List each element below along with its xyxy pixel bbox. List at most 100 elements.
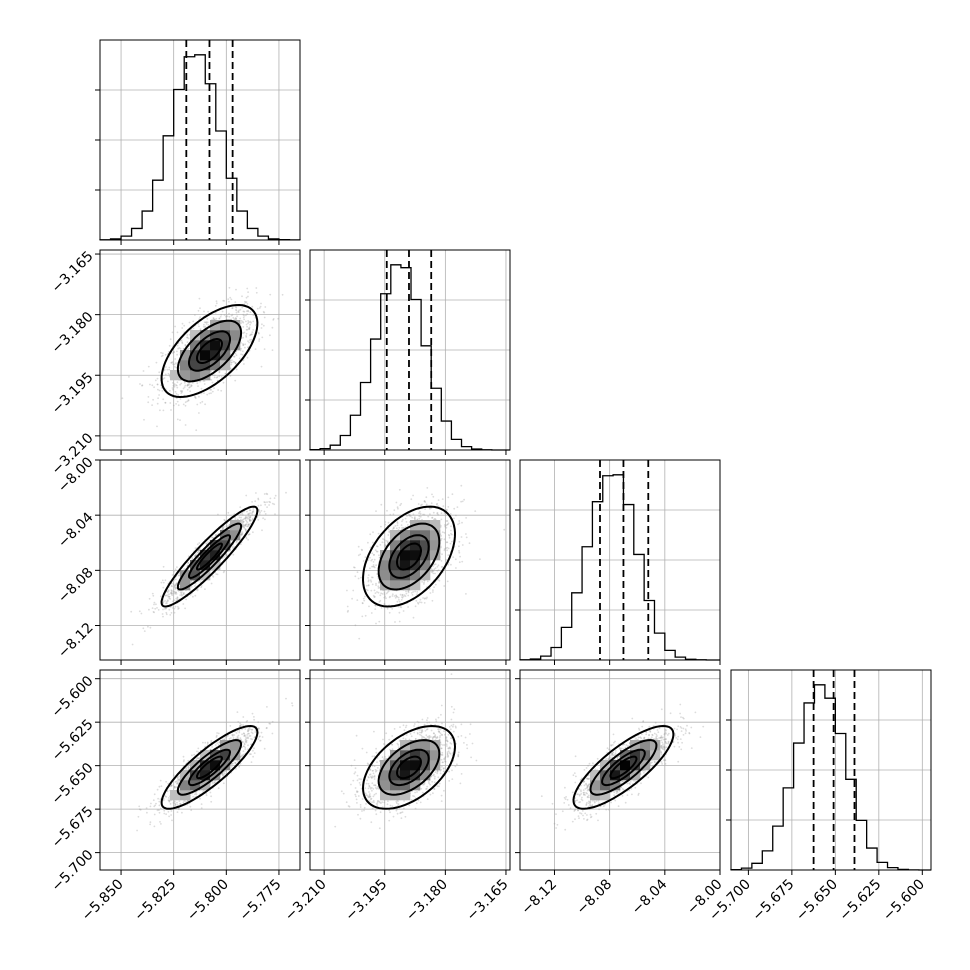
scatter-point xyxy=(269,334,271,337)
scatter-point xyxy=(391,595,394,597)
scatter-point xyxy=(168,597,171,600)
scatter-point xyxy=(352,589,355,592)
scatter-point xyxy=(182,348,185,350)
scatter-point xyxy=(257,727,260,730)
scatter-point xyxy=(171,589,173,592)
contour-line xyxy=(377,522,441,591)
scatter-point xyxy=(186,384,189,387)
scatter-point xyxy=(167,799,170,802)
scatter-point xyxy=(437,569,440,572)
scatter-point xyxy=(166,591,169,594)
scatter-point xyxy=(407,591,410,594)
scatter-point xyxy=(174,578,177,581)
scatter-point xyxy=(241,519,244,521)
scatter-point xyxy=(238,357,241,360)
scatter-point xyxy=(255,492,257,494)
scatter-point xyxy=(373,566,376,569)
scatter-point xyxy=(175,583,177,586)
scatter-point xyxy=(176,776,179,779)
scatter-point xyxy=(260,302,262,305)
scatter-point xyxy=(392,527,395,530)
scatter-point xyxy=(277,317,280,320)
scatter-point xyxy=(212,317,215,319)
scatter-point xyxy=(249,320,252,323)
scatter-point xyxy=(214,534,217,537)
scatter-point xyxy=(445,508,448,511)
scatter-point xyxy=(182,755,185,758)
scatter-point xyxy=(175,593,178,595)
scatter-point xyxy=(161,352,164,355)
scatter-point xyxy=(184,384,187,387)
scatter-point xyxy=(389,513,392,516)
scatter-point xyxy=(251,728,253,731)
scatter-point xyxy=(248,518,251,521)
scatter-point xyxy=(247,524,249,526)
scatter-point xyxy=(175,786,178,788)
scatter-point xyxy=(141,384,144,387)
scatter-point xyxy=(436,569,439,572)
scatter-point xyxy=(255,291,258,294)
scatter-point xyxy=(446,549,448,552)
scatter-point xyxy=(414,605,417,608)
scatter-point xyxy=(419,598,422,601)
scatter-point xyxy=(196,382,199,385)
scatter-point xyxy=(246,521,249,524)
scatter-point xyxy=(381,541,384,544)
scatter-point xyxy=(244,301,247,304)
scatter-point xyxy=(371,552,374,555)
scatter-point xyxy=(242,344,245,346)
scatter-point xyxy=(447,547,450,550)
scatter-point xyxy=(222,299,225,302)
scatter-point xyxy=(248,512,251,515)
scatter-point xyxy=(375,550,378,553)
scatter-point xyxy=(167,595,170,598)
scatter-point xyxy=(244,517,247,520)
scatter-point xyxy=(396,506,399,509)
scatter-point xyxy=(364,614,367,617)
scatter-point xyxy=(168,799,171,802)
scatter-point xyxy=(246,313,249,316)
scatter-point xyxy=(183,324,186,327)
scatter-point xyxy=(370,589,373,592)
scatter-point xyxy=(142,370,145,372)
scatter-point xyxy=(448,536,451,539)
scatter-point xyxy=(399,504,402,507)
scatter-point xyxy=(247,295,249,298)
scatter-point xyxy=(180,339,183,341)
scatter-point xyxy=(445,509,448,512)
scatter-point xyxy=(433,568,436,571)
scatter-point xyxy=(440,560,443,562)
scatter-point xyxy=(440,535,443,537)
scatter-point xyxy=(241,306,244,309)
panel-frame xyxy=(99,459,301,661)
scatter-point xyxy=(237,311,240,313)
scatter-point xyxy=(172,583,175,586)
scatter-point xyxy=(463,498,465,501)
scatter-point xyxy=(353,566,356,569)
scatter-point xyxy=(175,366,178,369)
scatter-point xyxy=(461,560,464,563)
scatter-point xyxy=(386,541,389,544)
scatter-point xyxy=(245,721,248,723)
scatter-point xyxy=(208,392,211,395)
scatter-point xyxy=(436,502,439,505)
scatter-point xyxy=(234,518,237,521)
scatter-point xyxy=(396,521,399,523)
scatter-point xyxy=(187,399,190,401)
scatter-point xyxy=(398,600,401,603)
scatter-point xyxy=(364,595,366,598)
scatter-point xyxy=(204,325,207,328)
scatter-point xyxy=(247,538,250,541)
scatter-point xyxy=(249,515,252,518)
scatter-point xyxy=(247,533,250,536)
scatter-point xyxy=(407,590,410,593)
scatter-point xyxy=(170,810,173,812)
scatter-point xyxy=(249,519,252,522)
scatter-point xyxy=(234,317,237,320)
scatter-point xyxy=(247,729,250,732)
scatter-point xyxy=(247,309,249,312)
scatter-point xyxy=(230,298,233,301)
scatter-point xyxy=(456,506,459,508)
scatter-point xyxy=(242,310,245,313)
scatter-point xyxy=(241,521,243,524)
